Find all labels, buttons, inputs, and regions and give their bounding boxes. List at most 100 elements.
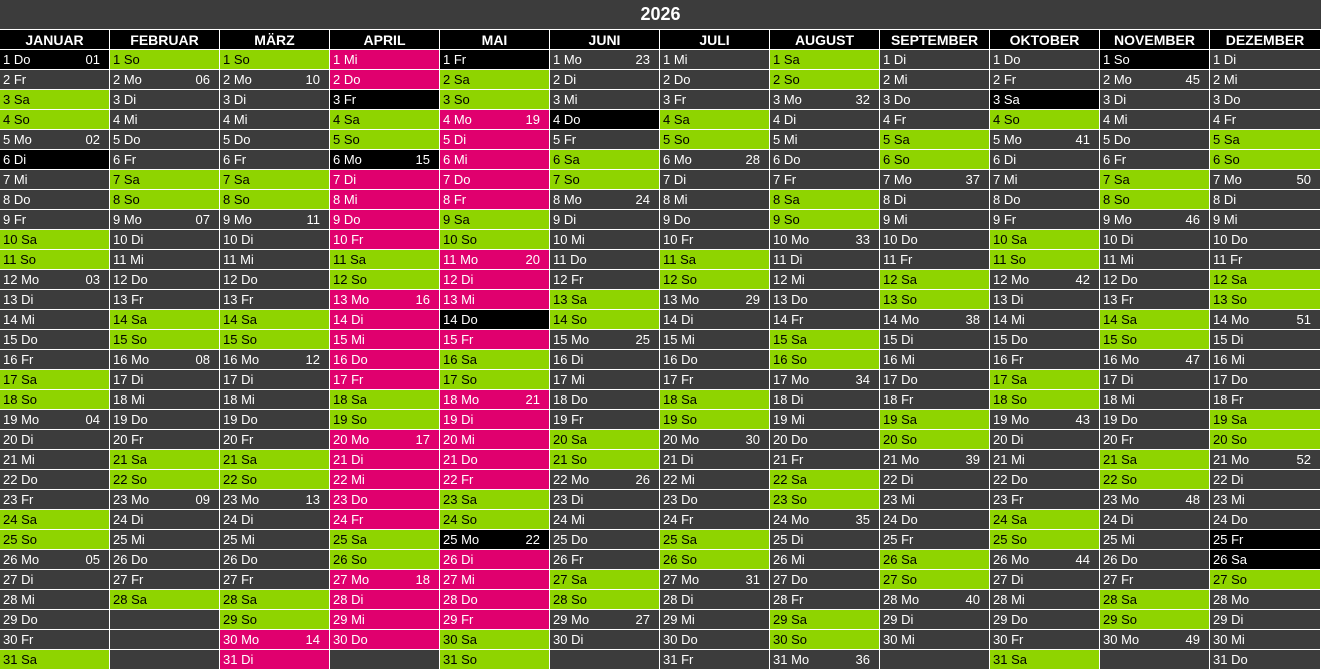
day-label: 23 Do	[663, 492, 698, 507]
day-label: 15 Di	[883, 332, 914, 347]
day-label: 6 Do	[773, 152, 801, 167]
week-number: 35	[855, 512, 870, 527]
day-label: 5 Mo	[993, 132, 1022, 147]
day-cell: 21 Fr	[770, 450, 880, 470]
day-cell: 9 Di	[550, 210, 660, 230]
week-number: 42	[1075, 272, 1090, 287]
day-cell: 28 Mo 40	[880, 590, 990, 610]
day-label: 27 Do	[773, 572, 808, 587]
day-label: 9 Mo	[113, 212, 142, 227]
day-cell: 6 Do	[770, 150, 880, 170]
day-cell: 4 Mo 19	[440, 110, 550, 130]
week-number: 24	[635, 192, 650, 207]
day-cell: 8 Do	[990, 190, 1100, 210]
month-header-7: AUGUST	[770, 30, 880, 50]
day-cell: 26 So	[330, 550, 440, 570]
day-cell: 9 Sa	[440, 210, 550, 230]
day-cell: 6 Fr	[1100, 150, 1210, 170]
week-number: 33	[855, 232, 870, 247]
day-cell: 28 Do	[440, 590, 550, 610]
day-label: 12 So	[333, 272, 367, 287]
day-label: 23 Fr	[3, 492, 34, 507]
day-cell: 28 Mo	[1210, 590, 1321, 610]
day-cell: 30 Mo 49	[1100, 630, 1210, 650]
day-label: 28 Fr	[773, 592, 804, 607]
day-label: 13 So	[1213, 292, 1247, 307]
day-label: 28 Sa	[223, 592, 257, 607]
day-cell: 22 Di	[1210, 470, 1321, 490]
empty-cell	[330, 650, 440, 670]
week-number: 02	[85, 132, 100, 147]
day-cell: 18 Do	[550, 390, 660, 410]
day-label: 19 Mi	[773, 412, 805, 427]
day-label: 25 Sa	[333, 532, 367, 547]
day-cell: 11 So	[990, 250, 1100, 270]
day-label: 2 So	[773, 72, 800, 87]
day-cell: 16 So	[770, 350, 880, 370]
week-number: 50	[1296, 172, 1311, 187]
day-cell: 25 Mo 22	[440, 530, 550, 550]
day-cell: 28 Sa	[110, 590, 220, 610]
day-cell: 11 Do	[550, 250, 660, 270]
day-label: 30 Do	[663, 632, 698, 647]
day-label: 18 Fr	[883, 392, 914, 407]
day-cell: 24 Di	[220, 510, 330, 530]
day-label: 25 Mo	[443, 532, 480, 547]
day-label: 11 Mo	[443, 252, 479, 267]
day-cell: 21 Do	[440, 450, 550, 470]
day-cell: 12 Mo 03	[0, 270, 110, 290]
day-label: 27 Di	[993, 572, 1024, 587]
day-label: 21 Mo	[883, 452, 920, 467]
day-cell: 4 Fr	[1210, 110, 1321, 130]
day-label: 22 Sa	[773, 472, 807, 487]
week-number: 16	[415, 292, 430, 307]
day-cell: 12 Fr	[550, 270, 660, 290]
day-label: 12 Do	[223, 272, 258, 287]
day-label: 29 Sa	[773, 612, 807, 627]
day-label: 6 Di	[3, 152, 27, 167]
day-cell: 17 So	[440, 370, 550, 390]
day-cell: 19 So	[330, 410, 440, 430]
day-cell: 21 Mi	[0, 450, 110, 470]
day-label: 7 Sa	[1103, 172, 1130, 187]
day-cell: 1 So	[220, 50, 330, 70]
day-label: 9 Sa	[443, 212, 470, 227]
day-cell: 29 So	[1100, 610, 1210, 630]
day-label: 9 Mi	[1213, 212, 1238, 227]
day-cell: 25 Mi	[220, 530, 330, 550]
day-cell: 26 Mo 05	[0, 550, 110, 570]
day-label: 30 Fr	[3, 632, 34, 647]
day-cell: 4 Mi	[1100, 110, 1210, 130]
day-label: 28 Mo	[883, 592, 920, 607]
day-label: 8 So	[113, 192, 140, 207]
day-label: 26 So	[663, 552, 697, 567]
day-label: 7 Mo	[1213, 172, 1242, 187]
day-cell: 29 Do	[0, 610, 110, 630]
day-label: 25 Di	[773, 532, 804, 547]
week-number: 36	[855, 652, 870, 667]
day-cell: 12 Mo 42	[990, 270, 1100, 290]
day-label: 7 Mo	[883, 172, 912, 187]
day-cell: 26 So	[660, 550, 770, 570]
day-cell: 26 Sa	[880, 550, 990, 570]
day-cell: 28 Di	[330, 590, 440, 610]
week-number: 25	[635, 332, 650, 347]
day-label: 19 So	[663, 412, 697, 427]
day-cell: 30 Fr	[990, 630, 1100, 650]
day-label: 25 Mi	[1103, 532, 1135, 547]
day-label: 12 Do	[113, 272, 148, 287]
day-label: 22 Mi	[663, 472, 695, 487]
day-label: 3 Di	[1103, 92, 1127, 107]
day-cell: 1 Do 01	[0, 50, 110, 70]
day-cell: 9 So	[770, 210, 880, 230]
day-cell: 25 Di	[770, 530, 880, 550]
month-header-9: OKTOBER	[990, 30, 1100, 50]
day-label: 24 Do	[1213, 512, 1248, 527]
day-label: 8 Mi	[663, 192, 688, 207]
day-label: 23 Mo	[113, 492, 150, 507]
day-cell: 10 So	[440, 230, 550, 250]
day-cell: 2 Do	[660, 70, 770, 90]
day-label: 25 Do	[553, 532, 588, 547]
day-label: 9 Mo	[1103, 212, 1132, 227]
day-cell: 8 Di	[1210, 190, 1321, 210]
